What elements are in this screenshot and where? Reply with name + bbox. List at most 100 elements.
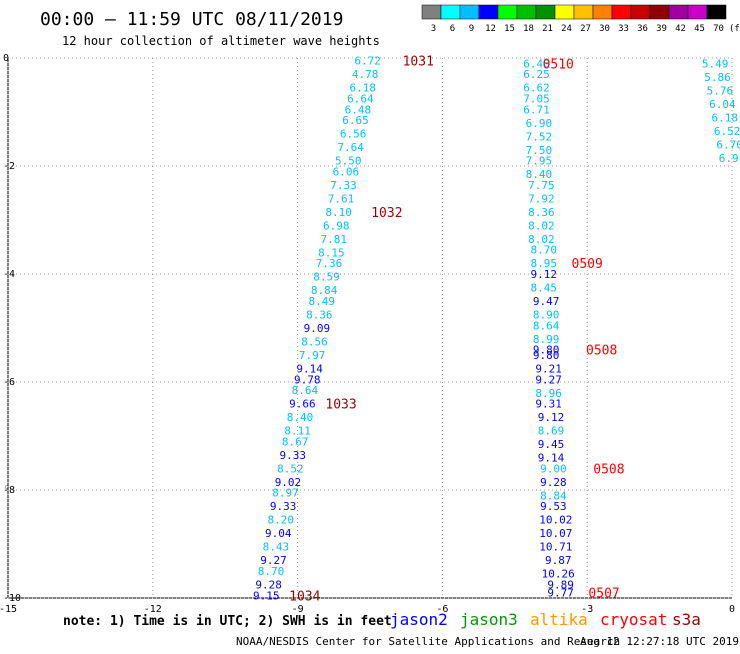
colorbar-tick-label: 39 <box>656 24 667 34</box>
marker-glyph: ◦ <box>3 480 10 494</box>
colorbar-swatch <box>573 4 594 20</box>
legend-cryosat: cryosat <box>600 610 667 629</box>
wave-height-point: 9.14 <box>296 363 323 376</box>
wave-height-point: 8.84 <box>540 489 567 502</box>
legend-jason2: jason2 <box>390 610 448 629</box>
time-label: 0509 <box>572 257 603 272</box>
wave-height-point: 8.70 <box>258 565 285 578</box>
wave-height-point: 8.36 <box>528 206 555 219</box>
wave-height-point: 7.61 <box>328 192 355 205</box>
colorbar-swatch <box>478 4 499 20</box>
wave-height-point: 7.64 <box>337 141 364 154</box>
legend-altika: altika <box>530 610 588 629</box>
colorbar-swatch <box>706 4 727 20</box>
wave-height-point: 8.70 <box>531 244 558 257</box>
wave-height-point: 9.33 <box>270 500 297 513</box>
wave-height-point: 8.84 <box>311 284 338 297</box>
colorbar-swatch <box>630 4 651 20</box>
x-tick-label: -15 <box>0 604 17 615</box>
wave-height-point: 9.02 <box>275 476 302 489</box>
colorbar-tick-label: 21 <box>542 24 553 34</box>
colorbar-swatch <box>611 4 632 20</box>
colorbar-swatch <box>440 4 461 20</box>
wave-height-point: 10.26 <box>542 568 575 581</box>
y-tick-label: -6 <box>3 377 15 388</box>
wave-height-point: 7.36 <box>316 257 343 270</box>
wave-height-point: 7.97 <box>299 349 326 362</box>
wave-height-point: 9.53 <box>540 500 567 513</box>
wave-height-point: 7.75 <box>528 179 555 192</box>
y-tick-label: -4 <box>3 269 15 280</box>
wave-height-point: 9.12 <box>531 268 558 281</box>
wave-height-point: 8.52 <box>277 462 304 475</box>
wave-height-point: 8.40 <box>526 168 553 181</box>
wave-height-point: 7.95 <box>526 155 553 168</box>
wave-height-point: 8.99 <box>533 333 560 346</box>
colorbar-tick-label: 3 <box>431 24 436 34</box>
wave-height-point: 10.02 <box>539 514 572 527</box>
wave-height-point: 9.09 <box>304 322 331 335</box>
wave-height-point: 5.86 <box>704 71 731 84</box>
time-label: 0507 <box>588 587 619 602</box>
satellite-track: 5.495.865.766.046.186.526.706.91 <box>702 57 740 164</box>
wave-height-point: 6.62 <box>523 82 550 95</box>
x-tick-label: -6 <box>436 604 448 615</box>
wave-height-point: 6.18 <box>350 82 377 95</box>
footer-credit: NOAA/NESDIS Center for Satellite Applica… <box>236 635 620 648</box>
wave-height-point: 7.92 <box>528 192 555 205</box>
wave-height-point: 6.71 <box>523 103 550 116</box>
wave-height-point: 8.95 <box>531 257 558 270</box>
colorbar-tick-label: 24 <box>561 24 572 34</box>
x-tick-label: -3 <box>581 604 593 615</box>
colorbar-swatch <box>516 4 537 20</box>
x-tick-label: 0 <box>729 604 735 615</box>
wave-height-point: 6.56 <box>340 128 367 141</box>
colorbar-tick-label: 36 <box>637 24 648 34</box>
wave-height-point: 8.15 <box>318 246 345 259</box>
wave-height-point: 8.02 <box>528 233 555 246</box>
wave-height-point: 9.27 <box>260 554 287 567</box>
colorbar-tick-label: 15 <box>504 24 515 34</box>
colorbar-tick-label: 18 <box>523 24 534 34</box>
wave-height-point: 9.47 <box>533 295 560 308</box>
chart-title: 00:00 – 11:59 UTC 08/11/2019 <box>40 9 343 30</box>
colorbar-tick-label: 33 <box>618 24 629 34</box>
y-tick-label: -2 <box>3 161 15 172</box>
colorbar-swatch <box>592 4 613 20</box>
wave-height-point: 7.50 <box>526 144 553 157</box>
wave-height-point: 9.33 <box>280 449 307 462</box>
colorbar-swatch <box>687 4 708 20</box>
wave-height-point: 5.50 <box>335 155 362 168</box>
wave-height-point: 9.15 <box>253 589 280 602</box>
wave-height-point: 9.66 <box>289 398 316 411</box>
wave-height-point: 8.64 <box>533 319 560 332</box>
wave-height-point: 6.91 <box>719 152 740 165</box>
wave-height-point: 9.31 <box>535 398 562 411</box>
time-label: 0508 <box>593 462 624 477</box>
wave-height-point: 6.70 <box>716 138 740 151</box>
satellite-track: 6.486.256.627.056.716.907.527.507.958.40… <box>523 57 624 601</box>
time-label: 0510 <box>543 57 574 72</box>
y-tick-label: 0 <box>3 53 9 64</box>
colorbar-tick-label: 45 <box>694 24 705 34</box>
wave-height-point: 6.52 <box>714 125 740 138</box>
wave-height-point: 9.04 <box>265 527 292 540</box>
wave-height-point: 8.20 <box>267 514 294 527</box>
wave-height-point: 8.97 <box>272 487 299 500</box>
legend-note: note: 1) Time is in UTC; 2) SWH is in fe… <box>63 614 392 629</box>
wave-height-point: 8.56 <box>301 336 328 349</box>
footer-timestamp: Aug 12 12:27:18 UTC 2019 <box>580 635 739 648</box>
legend-s3a: s3a <box>672 610 701 629</box>
colorbar-tick-label: 9 <box>469 24 474 34</box>
colorbar-swatch <box>421 4 442 20</box>
wave-height-point: 8.59 <box>313 271 340 284</box>
wave-height-point: 6.90 <box>526 117 553 130</box>
wave-height-point: 9.80 <box>533 344 560 357</box>
wave-height-point: 5.76 <box>707 84 734 97</box>
wave-height-point: 9.77 <box>547 587 574 600</box>
wave-height-point: 6.06 <box>333 165 360 178</box>
wave-height-point: 8.67 <box>282 435 309 448</box>
wave-height-point: 10.71 <box>539 541 572 554</box>
time-label: 1031 <box>403 55 434 70</box>
